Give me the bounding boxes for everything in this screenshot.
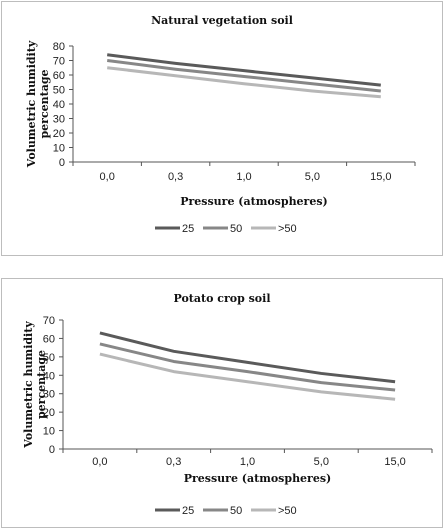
series-line-3	[107, 66, 381, 99]
x-axis-label: Pressure (atmospheres)	[184, 472, 332, 485]
y-tick-label: 30	[53, 114, 65, 126]
chart-panel-potato-crop: Potato crop soil 0 10 20 30 40 50 60 70 0,0 0,3 1,0…	[1, 278, 443, 528]
y-tick-label: 70	[53, 56, 65, 68]
y-tick-label: 40	[43, 370, 55, 382]
y-tick-label: 70	[43, 315, 55, 327]
x-tick-label: 5,0	[305, 171, 320, 183]
y-tick-label: 10	[53, 143, 65, 155]
y-tick-label: 50	[43, 352, 55, 364]
x-tick-label: 15,0	[384, 456, 405, 468]
x-tick-label: 15,0	[370, 171, 391, 183]
chart-title: Natural vegetation soil	[151, 14, 293, 27]
x-tick-label: 1,0	[236, 171, 251, 183]
y-axis-label: Volumetric humiditypercentage	[25, 40, 51, 168]
x-tick-label: 1,0	[240, 456, 255, 468]
x-axis-label: Pressure (atmospheres)	[180, 195, 328, 208]
y-tick-label: 0	[49, 444, 55, 456]
y-tick-label: 30	[43, 389, 55, 401]
x-tick-label: 0,3	[168, 171, 183, 183]
y-tick-label: 50	[53, 85, 65, 97]
y-tick-label: 20	[53, 128, 65, 140]
y-tick-label: 40	[53, 99, 65, 111]
x-tick-label: 5,0	[314, 456, 329, 468]
x-tick-label: 0,3	[166, 456, 181, 468]
y-tick-label: 60	[53, 70, 65, 82]
series-line-1	[107, 53, 381, 87]
legend-label: 50	[230, 505, 242, 517]
x-tick-label: 0,0	[100, 171, 115, 183]
y-tick-label: 80	[53, 41, 65, 53]
legend-label: >50	[278, 223, 297, 235]
legend-label: >50	[278, 505, 297, 517]
chart-title: Potato crop soil	[173, 292, 270, 305]
x-tick-label: 0,0	[92, 456, 107, 468]
y-tick-label: 0	[59, 157, 65, 169]
series-line-1	[99, 331, 396, 384]
series-line-2	[107, 59, 381, 93]
y-axis-label: Volumetric humiditypercentage	[22, 321, 48, 449]
chart-potato-crop: Potato crop soil 0 10 20 30 40 50 60 70 0,0 0,3 1,0…	[22, 292, 433, 517]
y-tick-label: 60	[43, 333, 55, 345]
series-line-3	[99, 352, 396, 401]
series-line-2	[99, 342, 396, 392]
chart-natural-vegetation: Natural vegetation soil 0 10 20 30 40 50 60 70 80…	[25, 14, 416, 235]
legend-label: 25	[182, 223, 194, 235]
chart-panel-natural-vegetation: Natural vegetation soil 0 10 20 30 40 50 60 70 80…	[1, 1, 443, 256]
legend-label: 25	[182, 505, 194, 517]
y-tick-label: 20	[43, 407, 55, 419]
y-tick-label: 10	[43, 426, 55, 438]
legend-label: 50	[230, 223, 242, 235]
